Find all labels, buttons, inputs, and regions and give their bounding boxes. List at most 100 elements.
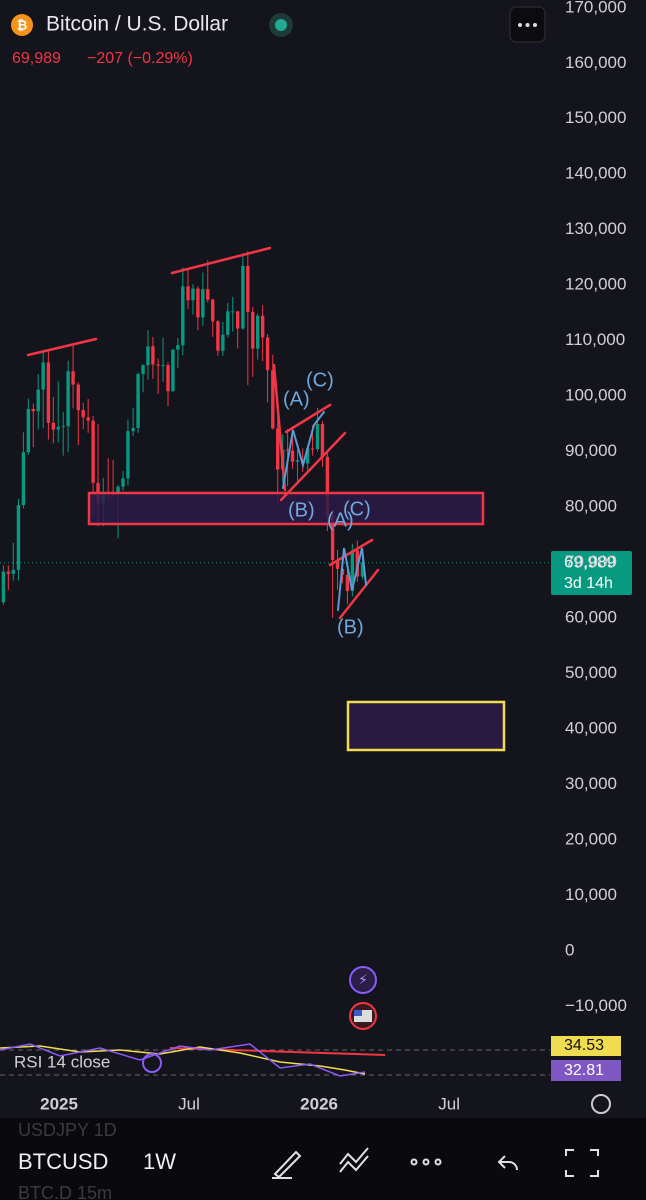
trend-line [284, 403, 332, 434]
candle-body [260, 315, 265, 338]
candle-body [335, 559, 340, 569]
candle-body [1, 571, 6, 603]
y-tick-label: 120,000 [565, 275, 626, 294]
toolbar-interval[interactable]: 1W [143, 1149, 176, 1174]
candle-body [86, 417, 90, 421]
trend-line [338, 568, 380, 620]
y-tick-label: 60,000 [565, 608, 617, 627]
candle-body [330, 515, 335, 560]
target-box [346, 700, 506, 752]
candle-body [360, 562, 365, 577]
y-tick-label: 110,000 [565, 330, 625, 349]
candle-body [51, 422, 56, 430]
rsi-ma-tag [551, 1036, 621, 1056]
wave-label: (A) [327, 509, 354, 531]
y-tick-label: 20,000 [565, 830, 617, 849]
candle-body [176, 345, 180, 350]
settings-icon[interactable] [591, 1094, 611, 1114]
candle-body [141, 365, 145, 375]
rsi-pane: RSI 14 close 34.53 32.81 [0, 1036, 621, 1081]
candle-body [310, 448, 315, 450]
header-price: 69,989 [12, 50, 61, 67]
y-tick-label: −10,000 [565, 996, 627, 1015]
candle-body [156, 364, 160, 366]
market-status-dot [275, 19, 287, 31]
draw-icon[interactable] [272, 1150, 302, 1179]
candle-body [295, 460, 300, 462]
trend-line [26, 337, 98, 357]
candle-body [226, 311, 230, 335]
y-tick-label: 90,000 [565, 441, 617, 460]
trend-line [328, 538, 374, 567]
candle-body [136, 374, 140, 428]
rsi-ma-value: 34.53 [564, 1037, 604, 1054]
candle-body [21, 452, 26, 506]
trend-line [272, 363, 287, 492]
candle-body [241, 265, 245, 329]
candle-body [201, 289, 205, 318]
undo-icon[interactable] [497, 1155, 518, 1171]
toolbar-icons [272, 1147, 599, 1179]
indicators-icon[interactable] [339, 1147, 369, 1173]
candle-body [26, 409, 31, 453]
watchlist-item[interactable]: USDJPY 1D [18, 1120, 117, 1140]
candle-body [41, 362, 45, 390]
candle-body [121, 478, 125, 487]
candle-body [285, 449, 290, 451]
y-tick-label: 160,000 [565, 53, 626, 72]
candle-body [181, 286, 185, 346]
candle-body [91, 420, 95, 483]
candle-body [61, 426, 65, 428]
y-tick-label: 40,000 [565, 719, 617, 738]
candle-body [325, 456, 330, 516]
rsi-tag [551, 1060, 621, 1081]
trend-line [279, 431, 347, 502]
candle-body [151, 346, 155, 365]
price-tag [551, 551, 632, 595]
toolbar-symbol[interactable]: BTCUSD [18, 1149, 108, 1174]
candle-body [276, 428, 280, 470]
candle-body [290, 450, 295, 462]
candle-body [320, 423, 325, 457]
symbol-title[interactable]: Bitcoin / U.S. Dollar [46, 13, 228, 36]
wave-label: (A) [283, 388, 310, 410]
candle-body [231, 311, 235, 313]
watchlist-item[interactable]: BTC.D 15m [18, 1183, 112, 1200]
y-tick-label: 130,000 [565, 219, 626, 238]
fullscreen-icon[interactable] [565, 1149, 599, 1177]
candle-body [56, 426, 60, 430]
wave-line [337, 547, 367, 611]
candle-body [216, 321, 220, 351]
candle-body [16, 505, 21, 570]
wave-label: (B) [288, 499, 315, 521]
candle-body [221, 334, 225, 351]
y-tick-label: 170,000 [565, 0, 626, 16]
candle-body [305, 448, 310, 464]
more-icon[interactable] [410, 1158, 442, 1166]
price-tag-countdown: 3d 14h [564, 575, 613, 592]
y-tick-label: 140,000 [565, 164, 626, 183]
trend-line [170, 246, 272, 275]
rsi-title: RSI 14 close [14, 1052, 110, 1071]
event-icon[interactable] [349, 966, 377, 994]
candle-body [11, 569, 15, 574]
candle-body [126, 431, 130, 479]
candle-body [315, 423, 320, 449]
candle-body [166, 365, 170, 392]
candle-body [76, 384, 80, 411]
candle-body [206, 289, 210, 300]
candle-body [235, 311, 240, 329]
rsi-settings-icon[interactable] [142, 1053, 162, 1073]
toolbar [0, 1118, 646, 1200]
y-tick-label: 150,000 [565, 108, 626, 127]
flag-canton [354, 1010, 362, 1016]
candle-body [6, 571, 11, 574]
wave-label: (B) [337, 616, 364, 638]
coin-glyph: ₿ [17, 17, 28, 32]
y-tick-label: 80,000 [565, 497, 617, 516]
y-tick-label: 100,000 [565, 386, 626, 405]
candle-body [161, 365, 165, 367]
candle-body [36, 389, 40, 412]
